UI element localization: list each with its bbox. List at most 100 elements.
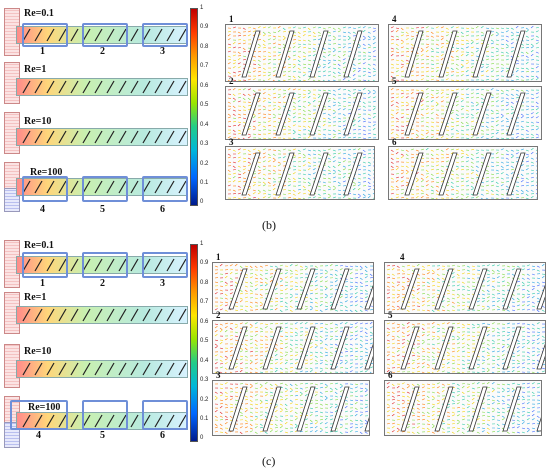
- velocity-vector: [455, 39, 459, 42]
- velocity-vector: [490, 93, 494, 97]
- velocity-vector: [334, 277, 338, 280]
- velocity-vector: [239, 350, 243, 353]
- velocity-vector: [466, 305, 470, 308]
- velocity-vector: [357, 168, 361, 171]
- velocity-vector: [304, 426, 308, 429]
- velocity-vector: [337, 27, 341, 30]
- velocity-vector: [395, 117, 399, 120]
- velocity-vector: [349, 309, 353, 313]
- velocity-vector: [460, 193, 464, 196]
- velocity-vector: [349, 265, 353, 268]
- velocity-vector: [440, 153, 444, 156]
- velocity-vector: [530, 43, 534, 46]
- velocity-vector: [254, 331, 258, 333]
- velocity-vector: [491, 293, 495, 296]
- velocity-vector: [451, 309, 455, 312]
- velocity-vector: [426, 277, 430, 280]
- velocity-vector: [272, 92, 276, 95]
- reynolds-label: Re=0.1: [24, 8, 54, 19]
- velocity-vector: [526, 293, 531, 295]
- velocity-vector: [219, 323, 223, 326]
- velocity-vector: [232, 41, 236, 45]
- velocity-vector: [441, 327, 445, 330]
- velocity-vector: [390, 26, 394, 29]
- velocity-vector: [476, 371, 480, 373]
- velocity-vector: [446, 347, 450, 350]
- velocity-vector: [347, 197, 351, 199]
- velocity-vector: [302, 93, 306, 96]
- velocity-vector: [329, 382, 333, 385]
- velocity-vector: [450, 55, 454, 59]
- velocity-vector: [364, 387, 368, 390]
- velocity-vector: [237, 123, 241, 127]
- velocity-vector: [515, 25, 519, 29]
- velocity-vector: [257, 192, 261, 195]
- colorbar-tick: 0.7: [200, 63, 209, 69]
- velocity-vector: [430, 168, 434, 171]
- velocity-vector: [451, 382, 455, 385]
- baffle-stroke: [166, 258, 175, 272]
- velocity-vector: [516, 383, 520, 385]
- velocity-vector: [264, 272, 268, 275]
- velocity-vector: [416, 415, 420, 418]
- zone-box-3: [142, 252, 188, 278]
- velocity-vector: [232, 172, 236, 175]
- baffle-stroke: [178, 414, 187, 428]
- velocity-vector: [396, 395, 401, 397]
- velocity-vector: [264, 288, 268, 291]
- velocity-vector: [307, 167, 311, 171]
- velocity-vector: [357, 113, 362, 115]
- velocity-vector: [219, 402, 223, 405]
- velocity-vector: [516, 300, 520, 303]
- velocity-vector: [364, 347, 368, 350]
- velocity-vector: [307, 125, 311, 129]
- velocity-vector: [367, 58, 371, 61]
- velocity-vector: [521, 346, 525, 349]
- velocity-vector: [530, 116, 534, 119]
- velocity-vector: [262, 189, 266, 192]
- velocity-vector: [237, 185, 241, 188]
- velocity-vector: [267, 181, 271, 185]
- velocity-vector: [339, 295, 343, 299]
- velocity-vector: [506, 334, 510, 337]
- velocity-vector: [362, 74, 366, 77]
- velocity-vector: [416, 335, 420, 338]
- velocity-vector: [224, 419, 228, 421]
- velocity-vector: [297, 93, 302, 95]
- velocity-vector: [314, 305, 318, 308]
- velocity-vector: [390, 97, 395, 99]
- velocity-vector: [451, 399, 455, 402]
- velocity-vector: [436, 382, 440, 385]
- mixing-channel: [16, 128, 188, 146]
- velocity-vector: [400, 54, 404, 57]
- velocity-vector: [526, 289, 530, 293]
- velocity-vector: [495, 34, 499, 37]
- velocity-vector: [516, 304, 520, 307]
- velocity-vector: [262, 177, 266, 181]
- velocity-vector: [302, 74, 306, 77]
- velocity-vector: [425, 121, 429, 124]
- baffle-stroke: [166, 362, 175, 376]
- velocity-vector: [450, 74, 454, 77]
- velocity-vector: [244, 362, 248, 365]
- velocity-vector: [495, 47, 499, 50]
- velocity-vector: [520, 185, 525, 187]
- velocity-vector: [244, 415, 248, 419]
- velocity-vector: [292, 148, 296, 151]
- velocity-vector: [294, 425, 298, 429]
- velocity-vector: [521, 284, 525, 287]
- velocity-vector: [515, 136, 519, 139]
- velocity-vector: [390, 71, 394, 74]
- velocity-vector: [302, 185, 306, 189]
- velocity-vector: [354, 430, 358, 433]
- velocity-vector: [496, 403, 501, 405]
- velocity-vector: [436, 338, 440, 341]
- velocity-vector: [431, 280, 435, 283]
- velocity-vector: [327, 89, 331, 92]
- velocity-vector: [242, 47, 246, 51]
- velocity-vector: [332, 47, 336, 50]
- velocity-vector: [491, 342, 495, 345]
- velocity-vector: [480, 66, 484, 69]
- baffle-stroke: [142, 80, 151, 94]
- velocity-vector: [496, 327, 500, 330]
